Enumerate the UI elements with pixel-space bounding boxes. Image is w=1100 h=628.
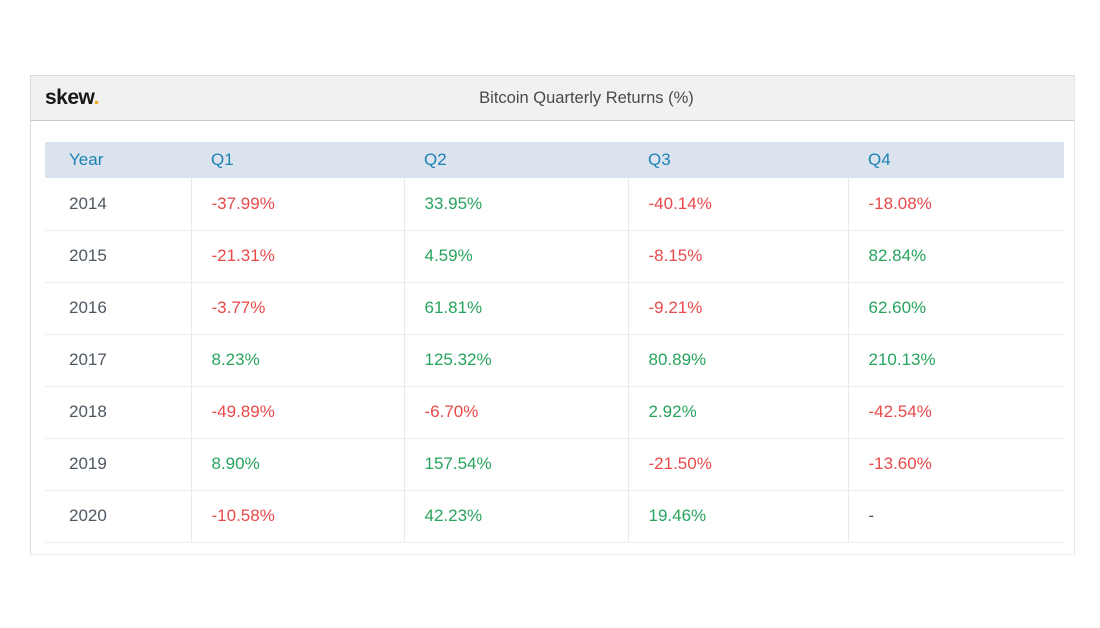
q2-cell: -6.70% <box>403 386 628 438</box>
table-row: 2015 -21.31% 4.59% -8.15% 82.84% <box>45 230 1064 282</box>
column-header-q3: Q3 <box>648 150 671 169</box>
q4-cell: 62.60% <box>847 282 1064 334</box>
q2-cell: 42.23% <box>403 490 628 542</box>
q3-cell: 19.46% <box>627 490 848 542</box>
q2-cell: 61.81% <box>403 282 628 334</box>
q4-cell: -13.60% <box>847 438 1064 490</box>
year-cell: 2018 <box>69 402 107 421</box>
q1-cell: -49.89% <box>190 386 404 438</box>
table-row: 2018 -49.89% -6.70% 2.92% -42.54% <box>45 386 1064 438</box>
column-header-q4: Q4 <box>868 150 891 169</box>
table-row: 2019 8.90% 157.54% -21.50% -13.60% <box>45 438 1064 490</box>
q2-cell: 33.95% <box>403 178 628 230</box>
skew-logo: skew. <box>31 86 99 110</box>
column-header-year: Year <box>69 150 104 169</box>
year-cell: 2014 <box>69 193 107 213</box>
q4-cell: -42.54% <box>847 386 1064 438</box>
q1-cell: -21.31% <box>190 230 404 282</box>
table-row: 2020 -10.58% 42.23% 19.46% - <box>45 490 1064 542</box>
skew-logo-dot: . <box>93 86 100 109</box>
q2-cell: 157.54% <box>403 438 628 490</box>
q2-cell: 125.32% <box>403 334 628 386</box>
q4-cell: 82.84% <box>847 230 1064 282</box>
q1-cell: 8.23% <box>190 334 404 386</box>
skew-logo-text: skew <box>45 86 94 109</box>
year-cell: 2017 <box>69 350 107 369</box>
column-header-q1: Q1 <box>211 150 234 169</box>
q3-cell: -40.14% <box>627 178 848 230</box>
q4-cell: 210.13% <box>847 334 1064 386</box>
q3-cell: 2.92% <box>627 386 848 438</box>
q1-cell: -37.99% <box>190 178 404 230</box>
q3-cell: 80.89% <box>627 334 848 386</box>
q1-cell: -10.58% <box>190 490 404 542</box>
column-header-q2: Q2 <box>424 150 447 169</box>
table-row: 2017 8.23% 125.32% 80.89% 210.13% <box>45 334 1064 386</box>
q4-cell: - <box>847 490 1064 542</box>
year-cell: 2015 <box>69 246 107 265</box>
table-row: 2014 -37.99% 33.95% -40.14% -18.08% <box>45 178 1064 230</box>
page-title: Bitcoin Quarterly Returns (%) <box>479 88 694 107</box>
table-row: 2016 -3.77% 61.81% -9.21% 62.60% <box>45 282 1064 334</box>
returns-table-card: skew. Bitcoin Quarterly Returns (%) Year… <box>30 75 1075 555</box>
year-cell: 2016 <box>69 298 107 317</box>
q2-cell: 4.59% <box>403 230 628 282</box>
q4-cell: -18.08% <box>847 178 1064 230</box>
q1-cell: -3.77% <box>190 282 404 334</box>
year-cell: 2020 <box>69 506 107 525</box>
quarterly-returns-table: Year Q1 Q2 Q3 Q4 2014 -37.99% 33.95% -40… <box>45 142 1064 543</box>
card-header-band: skew. Bitcoin Quarterly Returns (%) <box>31 76 1074 121</box>
q3-cell: -8.15% <box>627 230 848 282</box>
q3-cell: -21.50% <box>627 438 848 490</box>
table-header-row: Year Q1 Q2 Q3 Q4 <box>45 142 1064 178</box>
q3-cell: -9.21% <box>627 282 848 334</box>
q1-cell: 8.90% <box>190 438 404 490</box>
year-cell: 2019 <box>69 454 107 473</box>
